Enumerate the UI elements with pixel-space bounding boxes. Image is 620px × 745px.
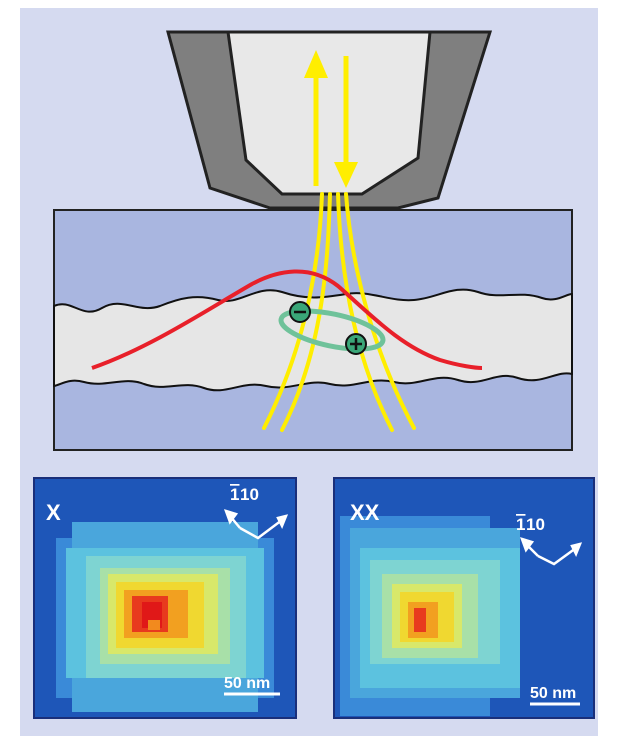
figure-svg: X 1 10 50 nm XX 1 10 — [33, 30, 595, 719]
panel-x-scale-label: 50 nm — [224, 675, 270, 692]
direction-arrows-icon — [519, 537, 583, 566]
beam-3 — [336, 192, 394, 432]
arrow-up-head — [304, 50, 328, 78]
sample — [53, 209, 573, 451]
panel-xx: XX 1 10 50 nm — [333, 477, 595, 719]
panel-x-orientation-bar: 1 — [230, 485, 239, 504]
minus-charge-icon — [289, 301, 311, 323]
figure-canvas: X 1 10 50 nm XX 1 10 — [20, 8, 598, 736]
plus-charge-icon — [345, 333, 367, 355]
wavefunction-curve — [91, 269, 483, 370]
panel-x: X 1 10 50 nm — [33, 477, 297, 719]
exciton-ring — [278, 308, 386, 352]
excitation-collection-arrows — [304, 50, 358, 188]
panel-x-label: X — [46, 500, 61, 525]
fiber-tip — [166, 30, 493, 210]
panel-xx-orientation-bar: 1 — [516, 515, 525, 534]
arrow-down-head — [334, 162, 358, 188]
beam-4 — [344, 192, 416, 430]
intensity-map-x — [56, 522, 274, 712]
beam-2 — [280, 192, 332, 432]
panel-x-orientation-rest: 10 — [240, 485, 259, 504]
panel-xx-scale-label: 50 nm — [530, 685, 576, 702]
panel-xx-label: XX — [350, 500, 380, 525]
intensity-map-xx — [340, 516, 520, 716]
light-beams — [262, 192, 416, 432]
beam-1 — [262, 192, 324, 430]
direction-arrows-icon — [223, 509, 289, 540]
fiber-tip-core — [226, 30, 432, 196]
panel-xx-orientation-rest: 10 — [526, 515, 545, 534]
